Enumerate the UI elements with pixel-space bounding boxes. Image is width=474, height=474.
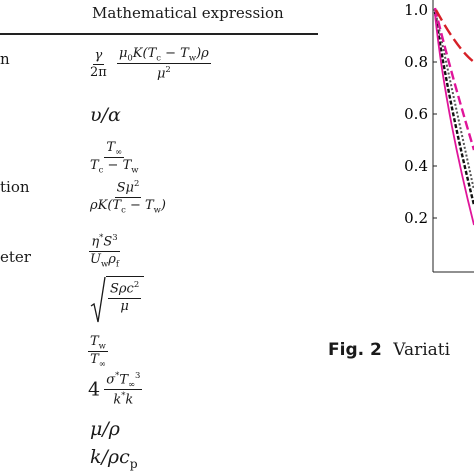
- row-label-1: n: [0, 50, 10, 68]
- curve-black: [433, 11, 474, 206]
- expression-10: k/ρcp: [90, 446, 138, 471]
- caption-text: Variati: [393, 340, 451, 360]
- y-tick-label: 0.6: [404, 105, 428, 123]
- y-tick-label: 0.2: [404, 209, 428, 227]
- expression-3: T∞ Tc − Tw: [90, 140, 139, 175]
- header-rule: [0, 33, 318, 35]
- expression-2: υ/α: [90, 104, 121, 126]
- y-tick-label: 0.8: [404, 53, 428, 71]
- expression-4: Sμ2 ρK(Tc − Tw): [90, 178, 166, 215]
- y-tick-label: 1.0: [404, 1, 428, 19]
- table-header: Mathematical expression: [92, 4, 284, 22]
- curve-magenta-solid: [434, 13, 474, 226]
- row-label-3: eter: [0, 248, 31, 266]
- expression-7: Tw T∞: [88, 334, 108, 369]
- expression-8: 4 σ*T∞3 k*k: [88, 370, 143, 408]
- expression-5: η*S3 Uwρf: [89, 232, 120, 269]
- expression-1: γ 2π μ0K(Tc − Tw)ρ μ2: [90, 46, 211, 82]
- curve-red: [434, 9, 474, 63]
- y-tick-label: 0.4: [404, 157, 428, 175]
- curve-gray: [434, 9, 474, 191]
- row-label-2: tion: [0, 178, 30, 196]
- curve-magenta: [433, 7, 474, 151]
- caption-label: Fig. 2: [328, 340, 382, 360]
- expression-6: Sρc2 μ: [90, 276, 145, 328]
- figure-plot: 1.0 0.8 0.6 0.4 0.2: [404, 0, 474, 273]
- figure-caption: Fig. 2 Variati: [328, 340, 450, 360]
- expression-9: μ/ρ: [90, 418, 120, 440]
